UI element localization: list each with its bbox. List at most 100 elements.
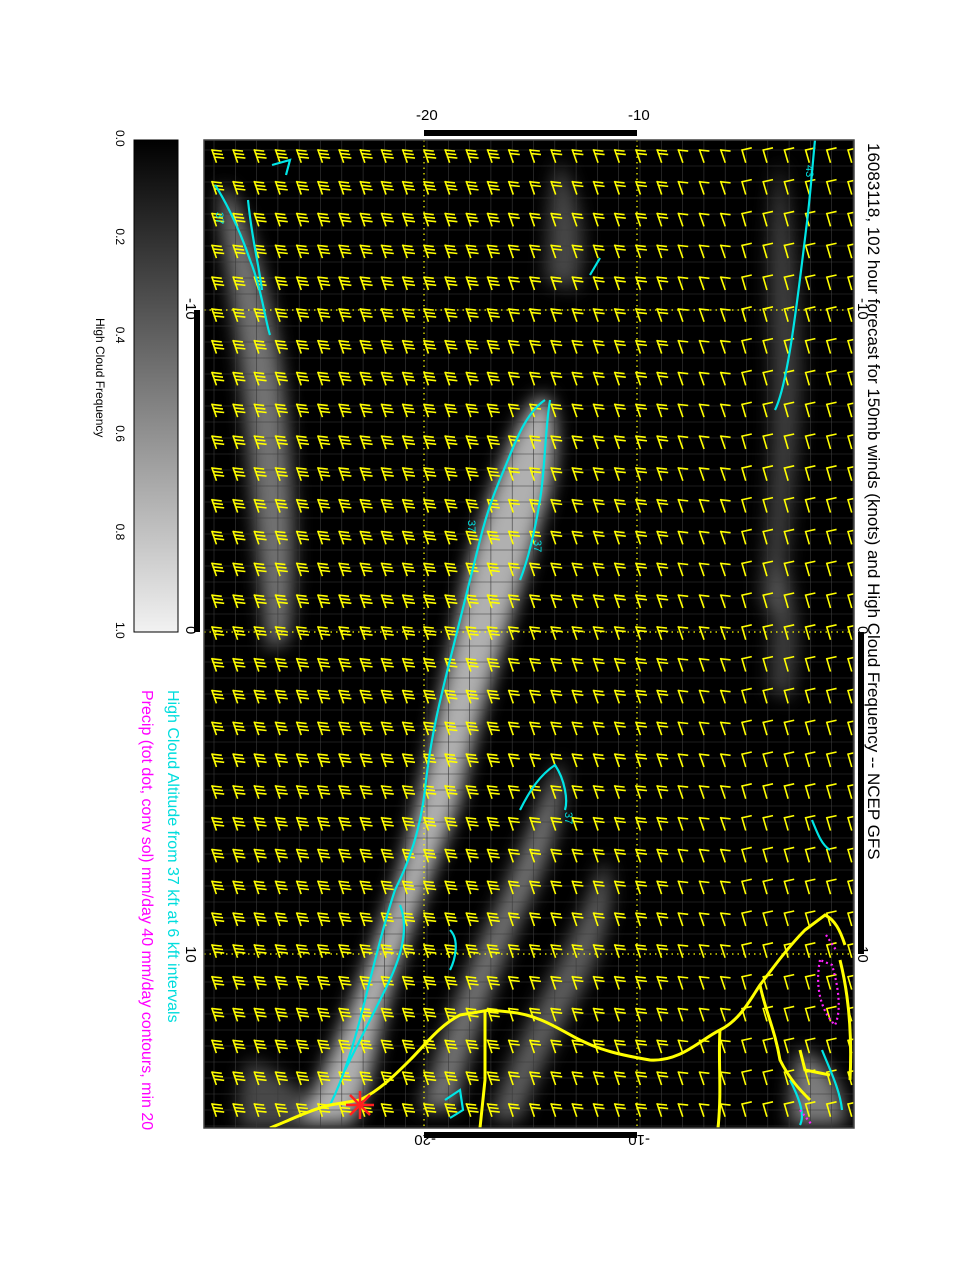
wind-barb (677, 594, 689, 609)
wind-barb (613, 244, 626, 259)
wind-barb (274, 212, 288, 227)
wind-barb (486, 943, 500, 959)
wind-barb (550, 244, 563, 259)
wind-barb (762, 210, 774, 227)
wind-barb (232, 880, 246, 895)
wind-barb (719, 1102, 731, 1118)
wind-barb (571, 530, 584, 545)
wind-barb (783, 846, 795, 863)
wind-barb (486, 435, 500, 450)
wind-barb (295, 657, 310, 672)
wind-barb (253, 1102, 267, 1118)
wind-barb (719, 880, 731, 895)
wind-barb (253, 689, 267, 704)
wind-barb (550, 1102, 563, 1118)
wind-barb (528, 753, 542, 768)
wind-barb (274, 784, 288, 800)
wind-barb (465, 307, 479, 323)
wind-barb (741, 878, 752, 895)
wind-barb (719, 403, 731, 418)
wind-barb (571, 943, 584, 959)
wind-barb (677, 912, 689, 927)
wind-barb (465, 339, 479, 354)
wind-barb (656, 721, 669, 736)
wind-barb (528, 975, 542, 990)
lon-label-bottom: -10 (628, 1131, 650, 1148)
wind-barb (592, 848, 605, 863)
wind-barb (232, 530, 246, 545)
wind-barb (762, 178, 774, 195)
wind-barb (507, 1102, 520, 1118)
wind-barb (444, 848, 458, 863)
wind-barb (338, 721, 352, 736)
wind-barb (486, 371, 500, 386)
wind-barb (698, 466, 710, 482)
wind-barb (380, 530, 394, 545)
wind-barb (359, 1039, 373, 1054)
wind-barb (232, 466, 246, 482)
wind-barb (316, 371, 331, 386)
wind-barb (677, 625, 689, 641)
wind-barb (422, 244, 437, 259)
wind-barb (486, 721, 500, 736)
wind-barb (507, 530, 520, 545)
wind-barb (825, 655, 837, 672)
wind-barb (592, 1071, 605, 1086)
wind-barb (656, 371, 669, 386)
wind-barb (762, 751, 774, 768)
wind-barb (550, 148, 563, 164)
wind-barb (380, 307, 394, 323)
wind-barb (380, 371, 394, 386)
wind-barb (232, 562, 246, 577)
wind-barb (550, 689, 563, 704)
wind-barb (634, 339, 648, 354)
wind-barb (825, 147, 837, 163)
wind-barb (338, 1039, 352, 1054)
wind-barb (316, 880, 331, 895)
wind-barb (359, 625, 373, 641)
wind-barb (825, 560, 837, 577)
wind-barb (741, 210, 752, 227)
wind-barb (338, 371, 352, 386)
wind-barb (253, 466, 267, 482)
wind-barb (232, 912, 246, 927)
wind-barb (698, 594, 710, 609)
wind-barb (465, 180, 479, 195)
wind-barb (634, 753, 648, 768)
wind-barb (232, 1071, 246, 1086)
wind-barb (847, 847, 854, 863)
wind-barb (444, 148, 458, 164)
wind-barb (359, 1007, 373, 1022)
wind-barb (295, 880, 310, 895)
wind-barb (656, 498, 669, 513)
wind-barb (783, 687, 795, 704)
wind-barb (719, 212, 731, 227)
wind-barb (338, 753, 352, 768)
wind-barb (316, 689, 331, 704)
wind-barb (741, 592, 752, 609)
wind-barb (847, 593, 854, 609)
wind-barb (528, 180, 542, 195)
wind-barb (550, 912, 563, 927)
wind-barb (422, 816, 437, 831)
wind-barb (444, 403, 458, 418)
wind-barb (274, 148, 288, 164)
wind-barb (613, 1071, 626, 1086)
wind-barb (571, 1102, 584, 1118)
wind-barb (741, 942, 752, 958)
wind-barb (592, 435, 605, 450)
wind-barb (804, 942, 816, 958)
wind-barb (719, 594, 731, 609)
wind-barb (528, 880, 542, 895)
wind-barb (741, 337, 752, 354)
wind-barb (295, 307, 310, 323)
wind-barb (253, 721, 267, 736)
wind-barb (507, 943, 520, 959)
wind-barb (359, 721, 373, 736)
wind-barb (698, 848, 710, 863)
wind-barb (698, 180, 710, 195)
wind-barb (253, 625, 267, 641)
wind-barb (253, 880, 267, 895)
wind-barb (210, 148, 225, 164)
wind-barb (550, 1039, 563, 1054)
